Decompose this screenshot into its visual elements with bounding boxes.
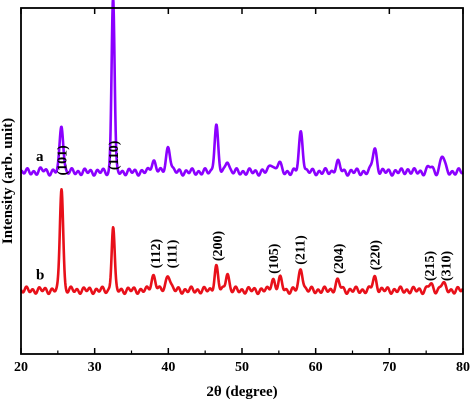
x-tick-label: 40 bbox=[161, 360, 175, 375]
x-tick-label: 50 bbox=[235, 360, 249, 375]
x-tick-label: 60 bbox=[309, 360, 323, 375]
annotation-group: (101) (110) (112) (111) (200) (105) (211) (204)… bbox=[56, 140, 455, 281]
curve-label-b: b bbox=[36, 267, 44, 283]
curve-label-a: a bbox=[36, 149, 44, 165]
x-tick-label: 70 bbox=[382, 360, 396, 375]
peak-label: (101) bbox=[56, 145, 71, 176]
x-tick-label: 80 bbox=[456, 360, 470, 375]
peak-label: (112) bbox=[149, 239, 164, 269]
peak-label: (220) bbox=[369, 240, 384, 271]
series-line-b bbox=[19, 188, 465, 296]
axes-group: 20 30 40 50 60 70 80 bbox=[14, 7, 470, 375]
peak-label: (200) bbox=[211, 230, 226, 261]
x-axis-title: 2θ (degree) bbox=[206, 384, 277, 400]
peak-label: (110) bbox=[107, 140, 122, 170]
y-axis-title: Intensity (arb. unit) bbox=[0, 118, 16, 244]
peak-label: (111) bbox=[165, 239, 180, 268]
peak-label: (310) bbox=[439, 250, 454, 281]
peak-label: (211) bbox=[293, 235, 308, 265]
plot-frame bbox=[20, 7, 464, 355]
x-tick-label: 30 bbox=[88, 360, 102, 375]
series-line-a bbox=[20, 0, 465, 177]
peak-label: (215) bbox=[423, 250, 438, 281]
peak-label: (204) bbox=[332, 243, 347, 274]
x-tick-label: 20 bbox=[14, 360, 28, 375]
peak-label: (105) bbox=[267, 243, 282, 274]
series-group: ab bbox=[19, 0, 465, 296]
